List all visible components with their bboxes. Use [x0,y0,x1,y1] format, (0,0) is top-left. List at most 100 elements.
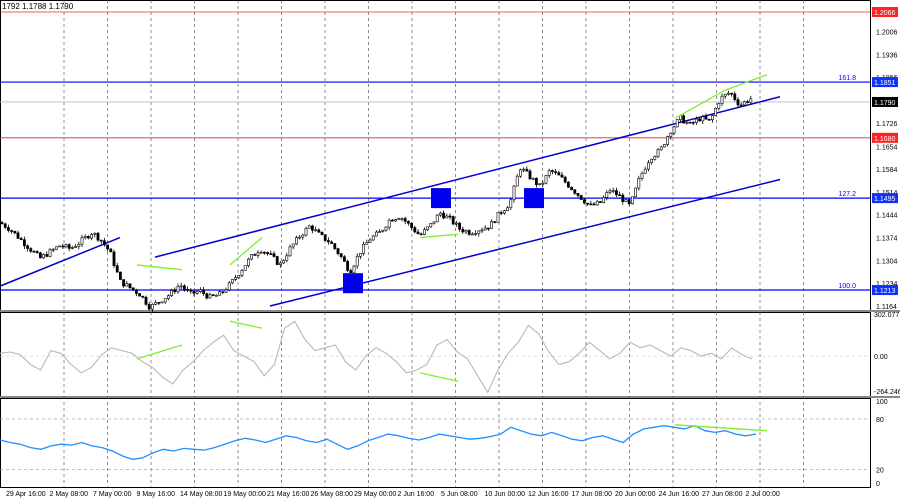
candle-body [330,241,334,244]
candle-body [474,233,478,235]
candle-body [362,243,366,254]
price-tag-label: 1.1213 [874,288,896,295]
candle-body [458,222,462,230]
candle-body [77,243,81,247]
candle-body [480,229,484,232]
candle-body [685,121,689,124]
candle-body [669,132,673,137]
candle-body [518,169,522,177]
candle-body [736,99,740,106]
candle-body [106,244,110,250]
candle-body [384,226,388,231]
cci-indicator [0,320,753,394]
rsi-tick-label: 20 [876,468,884,475]
candle-body [522,168,526,171]
candle-body [179,285,183,288]
candle-body [147,304,151,310]
time-tick-label: 17 Jun 08:00 [572,491,613,498]
candle-body [144,296,148,305]
candle-body [183,285,186,290]
time-tick-label: 24 Jun 16:00 [659,491,700,498]
ohlc-header: 1792 1.1788 1.1790 [2,2,74,11]
rsi-tick-label: 100 [876,399,888,406]
candle-body [119,271,122,280]
time-tick-label: 19 May 00:00 [224,491,267,498]
price-tag [872,7,898,17]
candle-body [701,116,705,122]
candle-body [579,195,583,200]
candle-body [451,216,455,225]
candle-body [199,289,202,292]
candle-body [448,215,452,218]
candle-body [605,192,609,198]
rsi-tick-label: 80 [876,417,884,424]
price-tick-label: 1.2006 [876,30,898,37]
candle-body [710,115,714,121]
rsi-divergence-line [674,424,768,432]
candle-body [477,230,481,234]
price-tick-label: 1.1304 [876,258,898,265]
candle-body [103,240,106,246]
divergence-line [724,73,768,91]
candle-body [35,251,39,254]
candle-body [704,116,708,120]
candle-body [83,236,87,239]
candle-body [170,290,174,296]
price-tag-label: 1.1851 [874,80,896,87]
candle-body [138,293,142,297]
time-tick-label: 2 Jul 00:00 [746,491,780,498]
candle-body [682,115,686,124]
candle-body [525,168,529,172]
candle-body [141,295,145,298]
price-tick-label: 1.1726 [876,121,898,128]
candle-body [176,286,180,293]
candle-body [61,245,65,248]
candle-body [3,223,7,228]
candle-body [499,212,503,214]
candle-body [253,254,257,256]
candle-body [374,231,378,237]
candle-body [560,174,564,178]
candle-body [490,221,494,229]
candle-body [509,199,513,209]
candle-body [221,291,225,294]
candle-body [624,199,628,202]
candle-body [16,232,20,239]
candle-body [672,126,676,134]
candle-body [723,93,727,97]
candle-body [278,262,282,265]
rsi-indicator [0,424,768,461]
candle-body [442,212,446,219]
candle-body [426,226,430,230]
time-tick-label: 5 Jun 08:00 [441,491,478,498]
candle-body [637,178,641,189]
time-tick-label: 27 Jun 08:00 [702,491,743,498]
candle-body [438,212,442,216]
candle-body [336,248,340,254]
candle-body [403,218,407,222]
candlesticks [0,90,753,313]
candle-body [717,103,721,109]
candle-body [109,248,113,253]
panel-frame [0,398,871,488]
candle-body [691,122,695,124]
candle-body [167,295,170,299]
candle-body [298,236,302,239]
signal-marker [343,273,363,294]
candle-body [346,261,350,271]
price-tick-label: 1.1654 [876,144,898,151]
price-tag-label: 1.1680 [874,136,896,143]
candle-body [368,239,372,243]
candle-body [269,253,273,255]
candle-body [390,219,394,222]
candle-body [256,252,260,256]
candle-body [730,92,734,95]
candle-body [742,101,746,106]
candle-body [627,199,631,205]
candle-body [22,239,26,247]
candle-body [739,104,743,107]
candle-body [29,248,33,252]
candle-body [470,233,474,236]
candle-body [630,196,634,205]
